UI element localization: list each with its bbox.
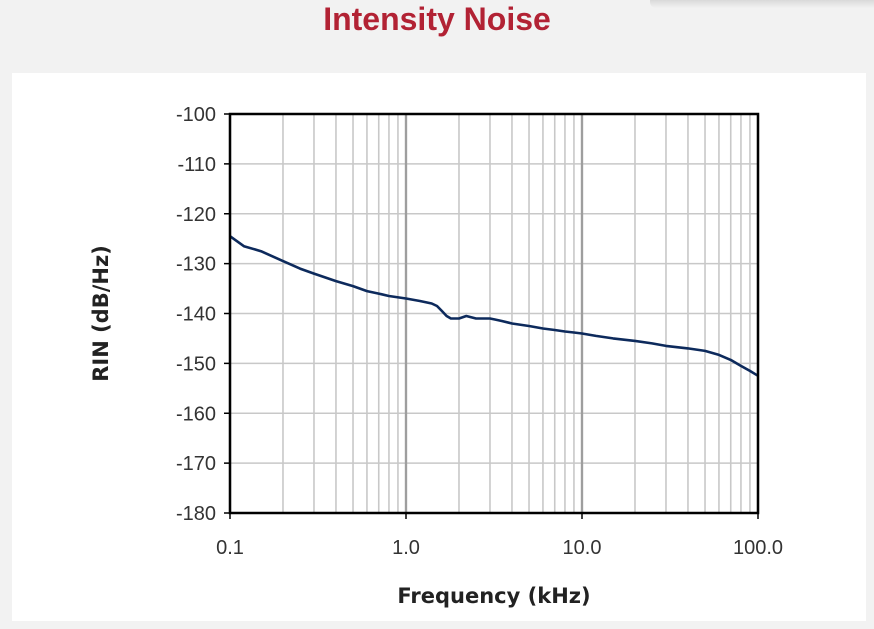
- y-tick-label: -120: [176, 204, 216, 226]
- x-tick-label: 1.0: [392, 537, 420, 559]
- y-tick-label: -160: [176, 403, 216, 425]
- chart-panel: -100 -110 -120 -130 -140 -150 -160 -170 -180 0.1 1…: [12, 73, 866, 621]
- y-tick-label: -140: [176, 304, 216, 326]
- y-tick-label: -100: [176, 104, 216, 126]
- top-shadow: [650, 0, 874, 8]
- y-tick-label: -110: [177, 154, 216, 176]
- x-tick-label: 100.0: [733, 537, 783, 559]
- y-tick-label: -150: [176, 353, 216, 375]
- y-tick-label: -180: [176, 503, 216, 525]
- y-axis-title: RIN (dB/Hz): [89, 245, 113, 382]
- x-axis-title: Frequency (kHz): [397, 584, 590, 608]
- x-tick-label: 0.1: [216, 537, 244, 559]
- y-tick-label: -130: [176, 254, 216, 276]
- series-line: [229, 235, 759, 377]
- page-title: Intensity Noise: [323, 1, 551, 37]
- grid: [228, 113, 760, 514]
- x-tick-label: 10.0: [563, 537, 602, 559]
- y-tick-label: -170: [176, 453, 216, 475]
